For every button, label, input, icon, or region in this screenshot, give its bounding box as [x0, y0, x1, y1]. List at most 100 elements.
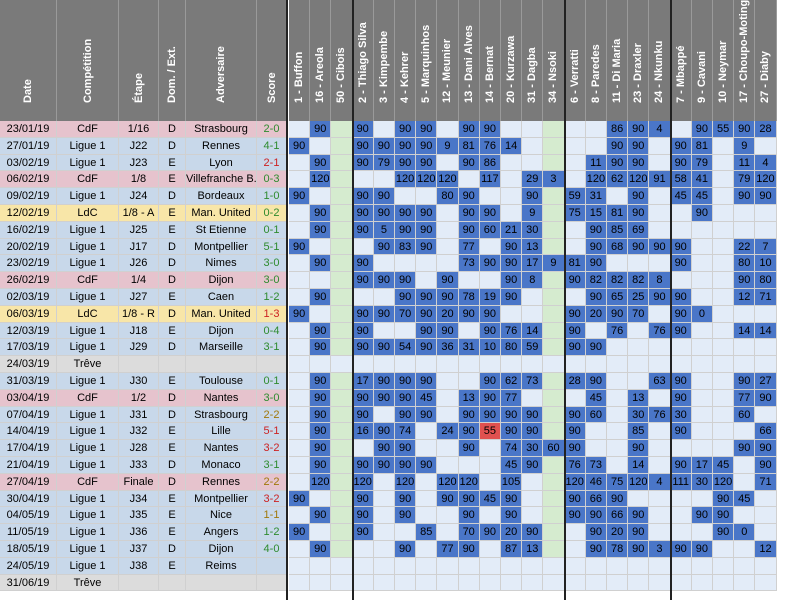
cell-minutes: 90 — [289, 524, 311, 541]
cell-minutes: 90 — [585, 524, 607, 541]
cell-minutes: 4 — [649, 121, 671, 138]
cell-minutes: 120 — [437, 473, 459, 491]
cell-minutes: 90 — [670, 373, 692, 390]
cell-minutes — [628, 339, 650, 357]
cell-minutes: 90 — [734, 373, 756, 390]
header-player: 14 - Bernat — [479, 0, 501, 121]
cell-minutes — [437, 356, 459, 373]
cell-minutes: 9 — [522, 205, 544, 222]
cell-minutes: 90 — [564, 339, 586, 357]
cell-minutes: 90 — [289, 137, 311, 155]
cell-minutes — [458, 557, 480, 575]
cell-minutes: 90 — [691, 121, 713, 138]
cell-minutes — [691, 406, 713, 424]
cell-minutes: 90 — [585, 507, 607, 525]
cell-minutes: 90 — [564, 490, 586, 508]
cell-minutes: 90 — [670, 154, 692, 172]
cell-minutes: 11 — [585, 154, 607, 172]
cell-minutes: 30 — [522, 440, 544, 457]
cell-date: 11/05/19 — [0, 524, 57, 541]
cell-minutes — [734, 457, 756, 474]
cell-minutes: 9 — [734, 137, 756, 155]
cell-minutes — [564, 171, 586, 189]
header-player: 8 - Paredes — [585, 0, 607, 121]
cell-minutes — [458, 322, 480, 340]
cell-minutes: 30 — [691, 473, 713, 491]
cell-stage: J36 — [119, 524, 159, 541]
cell-score: 2-2 — [257, 473, 287, 491]
cell-minutes: 120 — [310, 171, 332, 189]
cell-minutes — [522, 574, 544, 592]
cell-minutes: 90 — [670, 137, 692, 155]
cell-minutes — [564, 574, 586, 592]
cell-minutes: 70 — [628, 305, 650, 323]
cell-minutes: 90 — [501, 272, 523, 289]
cell-minutes: 17 — [691, 457, 713, 474]
cell-minutes: 90 — [479, 373, 501, 390]
cell-minutes: 65 — [607, 289, 629, 306]
cell-minutes: 90 — [416, 221, 438, 239]
cell-date: 12/02/19 — [0, 205, 57, 222]
cell-minutes — [713, 356, 735, 373]
cell-minutes — [331, 238, 353, 256]
cell-score: 0-3 — [257, 171, 287, 189]
cell-minutes: 87 — [501, 541, 523, 558]
cell-minutes: 90 — [522, 423, 544, 441]
cell-score: 5-1 — [257, 423, 287, 441]
cell-minutes — [713, 339, 735, 357]
cell-minutes: 30 — [628, 406, 650, 424]
cell-minutes — [734, 305, 756, 323]
cell-minutes — [289, 557, 311, 575]
cell-minutes — [373, 574, 395, 592]
cell-minutes: 90 — [479, 389, 501, 407]
cell-minutes — [543, 473, 565, 491]
cell-minutes: 73 — [585, 457, 607, 474]
cell-minutes — [331, 221, 353, 239]
cell-minutes — [522, 121, 544, 138]
cell-minutes — [734, 507, 756, 525]
cell-minutes — [331, 524, 353, 541]
cell-minutes — [458, 171, 480, 189]
cell-minutes: 90 — [670, 238, 692, 256]
cell-score: 0-2 — [257, 205, 287, 222]
cell-competition: Ligue 1 — [57, 490, 119, 508]
cell-minutes: 90 — [416, 238, 438, 256]
cell-minutes — [713, 238, 735, 256]
column-separator — [351, 0, 354, 600]
cell-venue: E — [159, 507, 186, 525]
cell-date: 23/01/19 — [0, 121, 57, 138]
cell-minutes: 90 — [352, 339, 374, 357]
cell-minutes — [437, 373, 459, 390]
cell-date: 31/06/19 — [0, 574, 57, 592]
cell-minutes: 90 — [458, 490, 480, 508]
cell-minutes: 62 — [501, 373, 523, 390]
cell-minutes — [437, 389, 459, 407]
cell-competition: Ligue 1 — [57, 373, 119, 390]
cell-minutes — [479, 473, 501, 491]
cell-opponent: Nimes — [186, 255, 257, 273]
cell-minutes: 90 — [395, 121, 417, 138]
cell-minutes — [607, 406, 629, 424]
cell-minutes — [543, 188, 565, 205]
cell-minutes — [331, 289, 353, 306]
cell-minutes: 4 — [755, 154, 777, 172]
header-player: 3 - Kimpembe — [373, 0, 395, 121]
cell-minutes — [607, 423, 629, 441]
cell-minutes: 90 — [310, 373, 332, 390]
cell-minutes: 20 — [501, 524, 523, 541]
cell-minutes: 90 — [458, 121, 480, 138]
cell-minutes — [437, 457, 459, 474]
cell-minutes — [649, 356, 671, 373]
cell-minutes: 90 — [585, 541, 607, 558]
cell-minutes — [331, 440, 353, 457]
cell-minutes — [352, 574, 374, 592]
cell-venue: E — [159, 490, 186, 508]
cell-venue: E — [159, 373, 186, 390]
cell-minutes — [691, 339, 713, 357]
cell-minutes: 90 — [670, 289, 692, 306]
cell-opponent: Rennes — [186, 473, 257, 491]
cell-minutes — [691, 322, 713, 340]
cell-minutes — [458, 356, 480, 373]
cell-minutes — [352, 541, 374, 558]
cell-opponent: Man. United — [186, 305, 257, 323]
